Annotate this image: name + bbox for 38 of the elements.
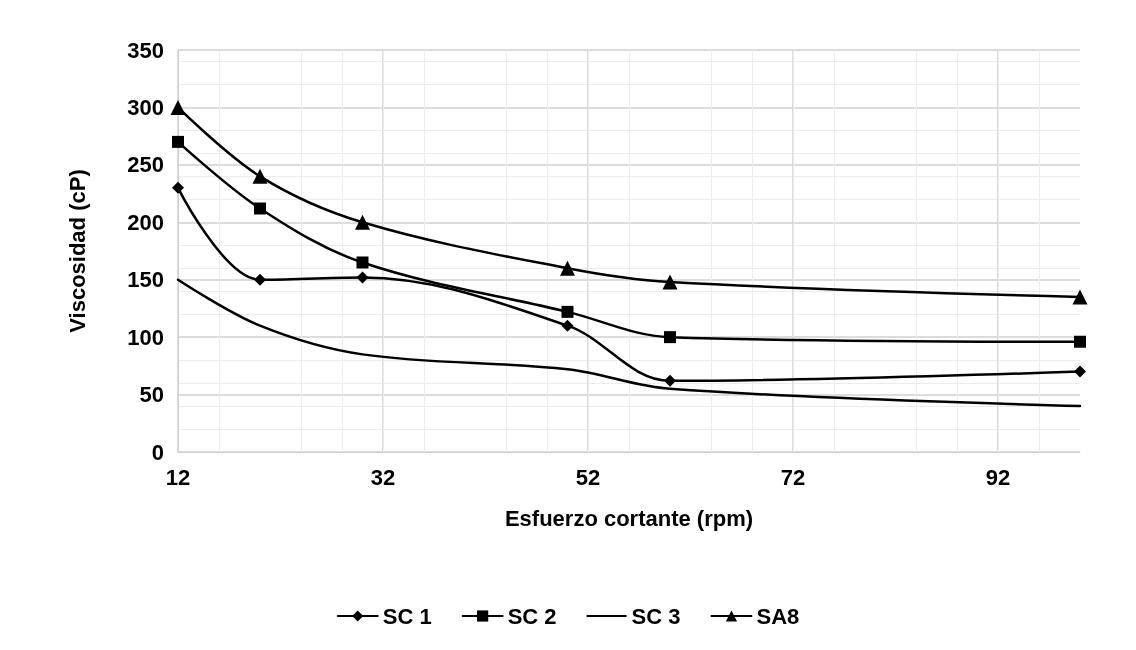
y-tick-label: 350 — [127, 37, 164, 63]
point — [254, 273, 266, 286]
point — [1074, 335, 1086, 348]
y-tick-label: 50 — [139, 382, 164, 408]
point — [561, 305, 574, 318]
point — [560, 260, 575, 276]
x-tick-label: 52 — [575, 464, 601, 490]
point — [356, 271, 369, 284]
x-axis-title: Esfuerzo cortante (rpm) — [504, 505, 754, 531]
y-tick-label: 150 — [127, 267, 164, 293]
point — [664, 331, 676, 344]
y-tick-label: 300 — [127, 94, 164, 120]
x-tick-label: 32 — [370, 464, 396, 490]
y-tick-label: 200 — [127, 209, 164, 235]
point — [172, 135, 184, 148]
point — [1074, 365, 1086, 378]
point — [664, 374, 676, 387]
point — [1072, 289, 1088, 305]
y-tick-label: 250 — [127, 152, 164, 178]
y-tick-label: 100 — [127, 324, 164, 350]
legend-label: SC 2 — [507, 603, 557, 629]
legend-label: SC 3 — [631, 603, 681, 629]
x-tick-label: 72 — [780, 464, 806, 490]
y-tick-label: 0 — [151, 439, 164, 465]
point — [170, 99, 186, 115]
point — [355, 214, 370, 230]
legend-label: SC 1 — [382, 603, 432, 629]
point — [356, 256, 369, 269]
point — [172, 181, 184, 194]
point — [561, 319, 574, 332]
x-tick-label: 92 — [985, 464, 1011, 490]
y-axis-title: Viscosidad (cP) — [64, 169, 90, 333]
point — [662, 274, 678, 290]
x-tick-label: 12 — [165, 464, 191, 490]
legend-label: SA8 — [756, 603, 800, 629]
point — [252, 168, 268, 184]
point — [254, 202, 266, 215]
line-series — [176, 278, 1082, 408]
